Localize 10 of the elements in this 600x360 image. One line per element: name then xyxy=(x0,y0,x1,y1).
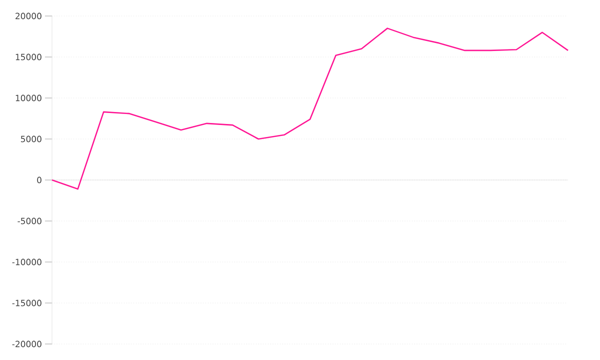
y-tick-label: 20000 xyxy=(16,12,42,20)
y-tick-label: -15000 xyxy=(12,300,42,306)
y-tick-label: -20000 xyxy=(12,340,42,348)
line-series xyxy=(51,28,569,190)
y-tick-label: -10000 xyxy=(12,258,42,266)
y-tick-label: 10000 xyxy=(16,94,42,102)
y-tick-label: 5000 xyxy=(20,136,42,142)
y-tick-label: -5000 xyxy=(18,218,42,224)
y-tick-label: 0 xyxy=(37,176,42,184)
y-tick-label: 15000 xyxy=(16,54,42,60)
